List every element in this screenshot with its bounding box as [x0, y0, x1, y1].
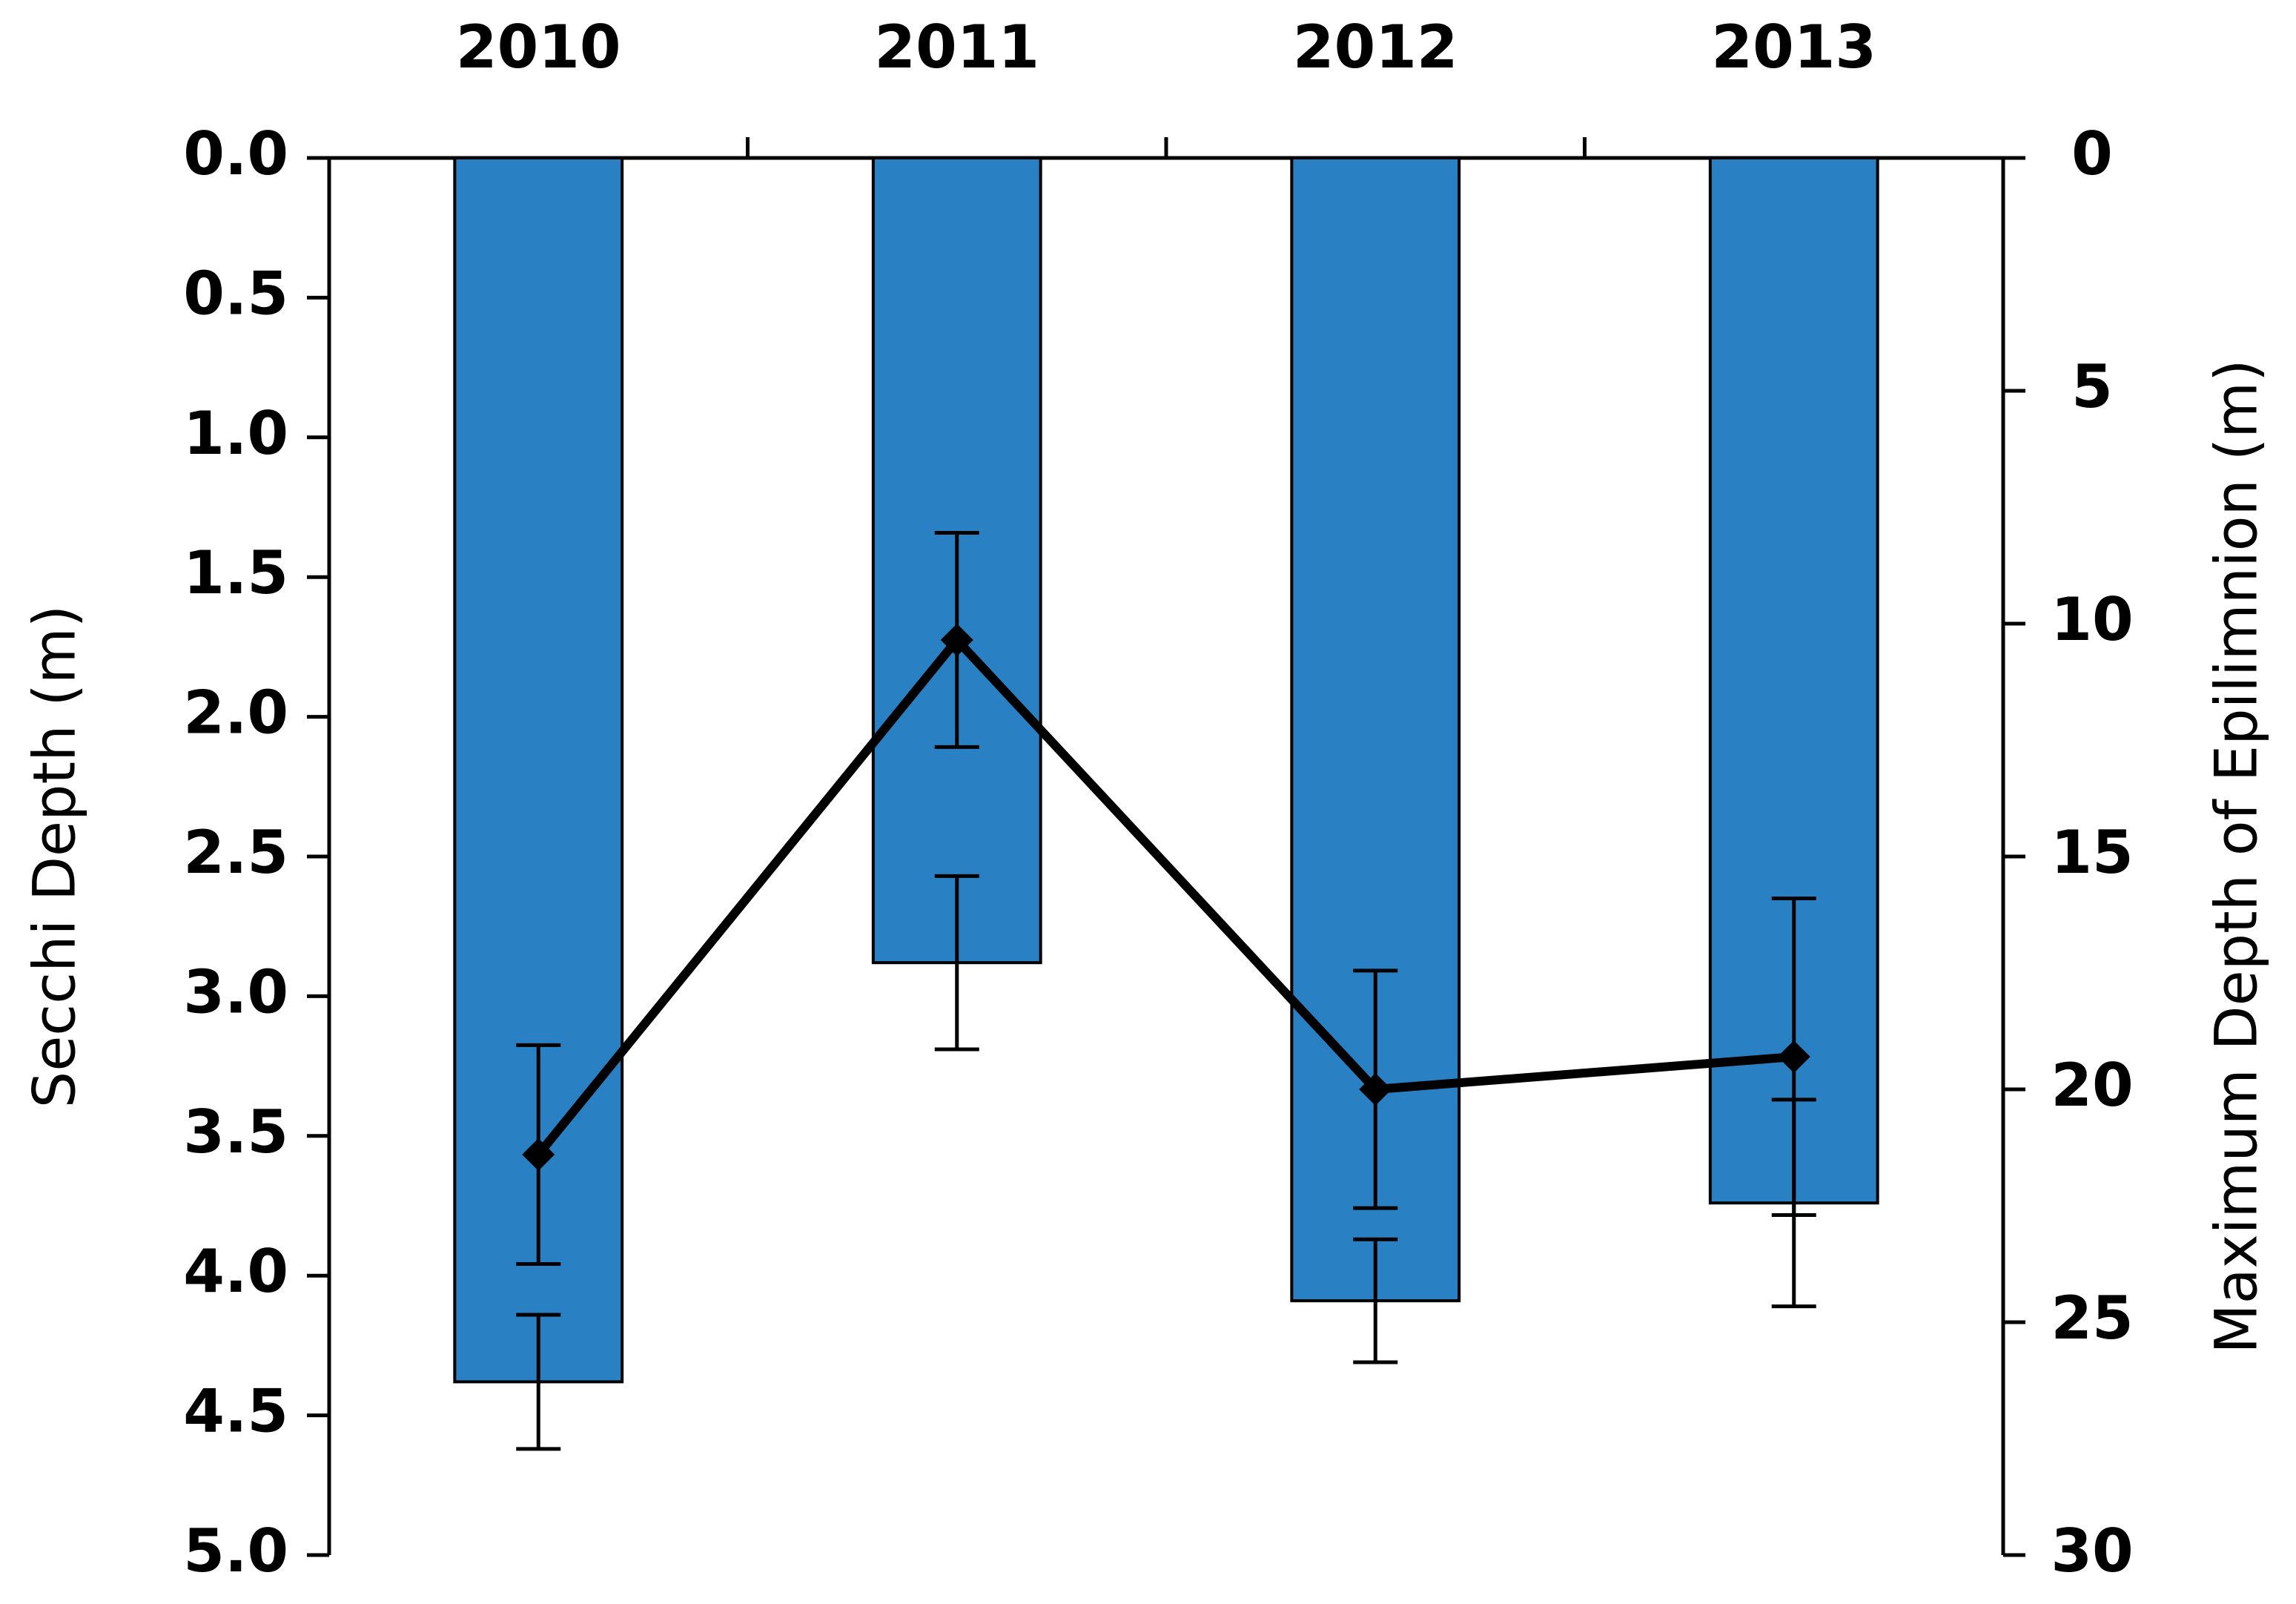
y2-tick-label: 10 — [2051, 585, 2133, 654]
y2-tick-label: 25 — [2051, 1284, 2133, 1353]
line — [535, 633, 1795, 1158]
y-tick-label: 3.0 — [183, 957, 288, 1026]
y2-tick-label: 0 — [2071, 119, 2113, 188]
y-tick-label: 3.5 — [183, 1098, 288, 1166]
line-marker — [1777, 1040, 1810, 1074]
y-tick-label: 4.0 — [183, 1237, 288, 1306]
x-tick-label: 2013 — [1711, 13, 1876, 82]
line-marker — [1359, 1073, 1392, 1106]
y2-tick-label: 15 — [2051, 818, 2133, 887]
y-axis-title: Secchi Depth (m) — [21, 605, 88, 1108]
y-tick-label: 2.0 — [183, 679, 288, 747]
y2-tick-label: 5 — [2071, 352, 2113, 421]
x-tick-label: 2012 — [1293, 13, 1458, 82]
y-tick-label: 2.5 — [183, 818, 288, 887]
x-tick-label: 2010 — [456, 13, 621, 82]
y-tick-label: 4.5 — [183, 1377, 288, 1446]
y-tick-label: 1.0 — [183, 399, 288, 468]
y2-tick-label: 20 — [2051, 1051, 2133, 1120]
y-tick-label: 0.0 — [183, 119, 288, 188]
line-marker — [940, 623, 973, 656]
x-tick-label: 2011 — [874, 13, 1039, 82]
line-marker — [522, 1138, 555, 1171]
y-tick-label: 0.5 — [183, 259, 288, 328]
y2-axis-title: Maximum Depth of Epilimnion (m) — [2203, 359, 2270, 1353]
y2-tick-label: 30 — [2051, 1516, 2133, 1585]
y-tick-label: 5.0 — [183, 1516, 288, 1585]
y-tick-label: 1.5 — [183, 538, 288, 607]
